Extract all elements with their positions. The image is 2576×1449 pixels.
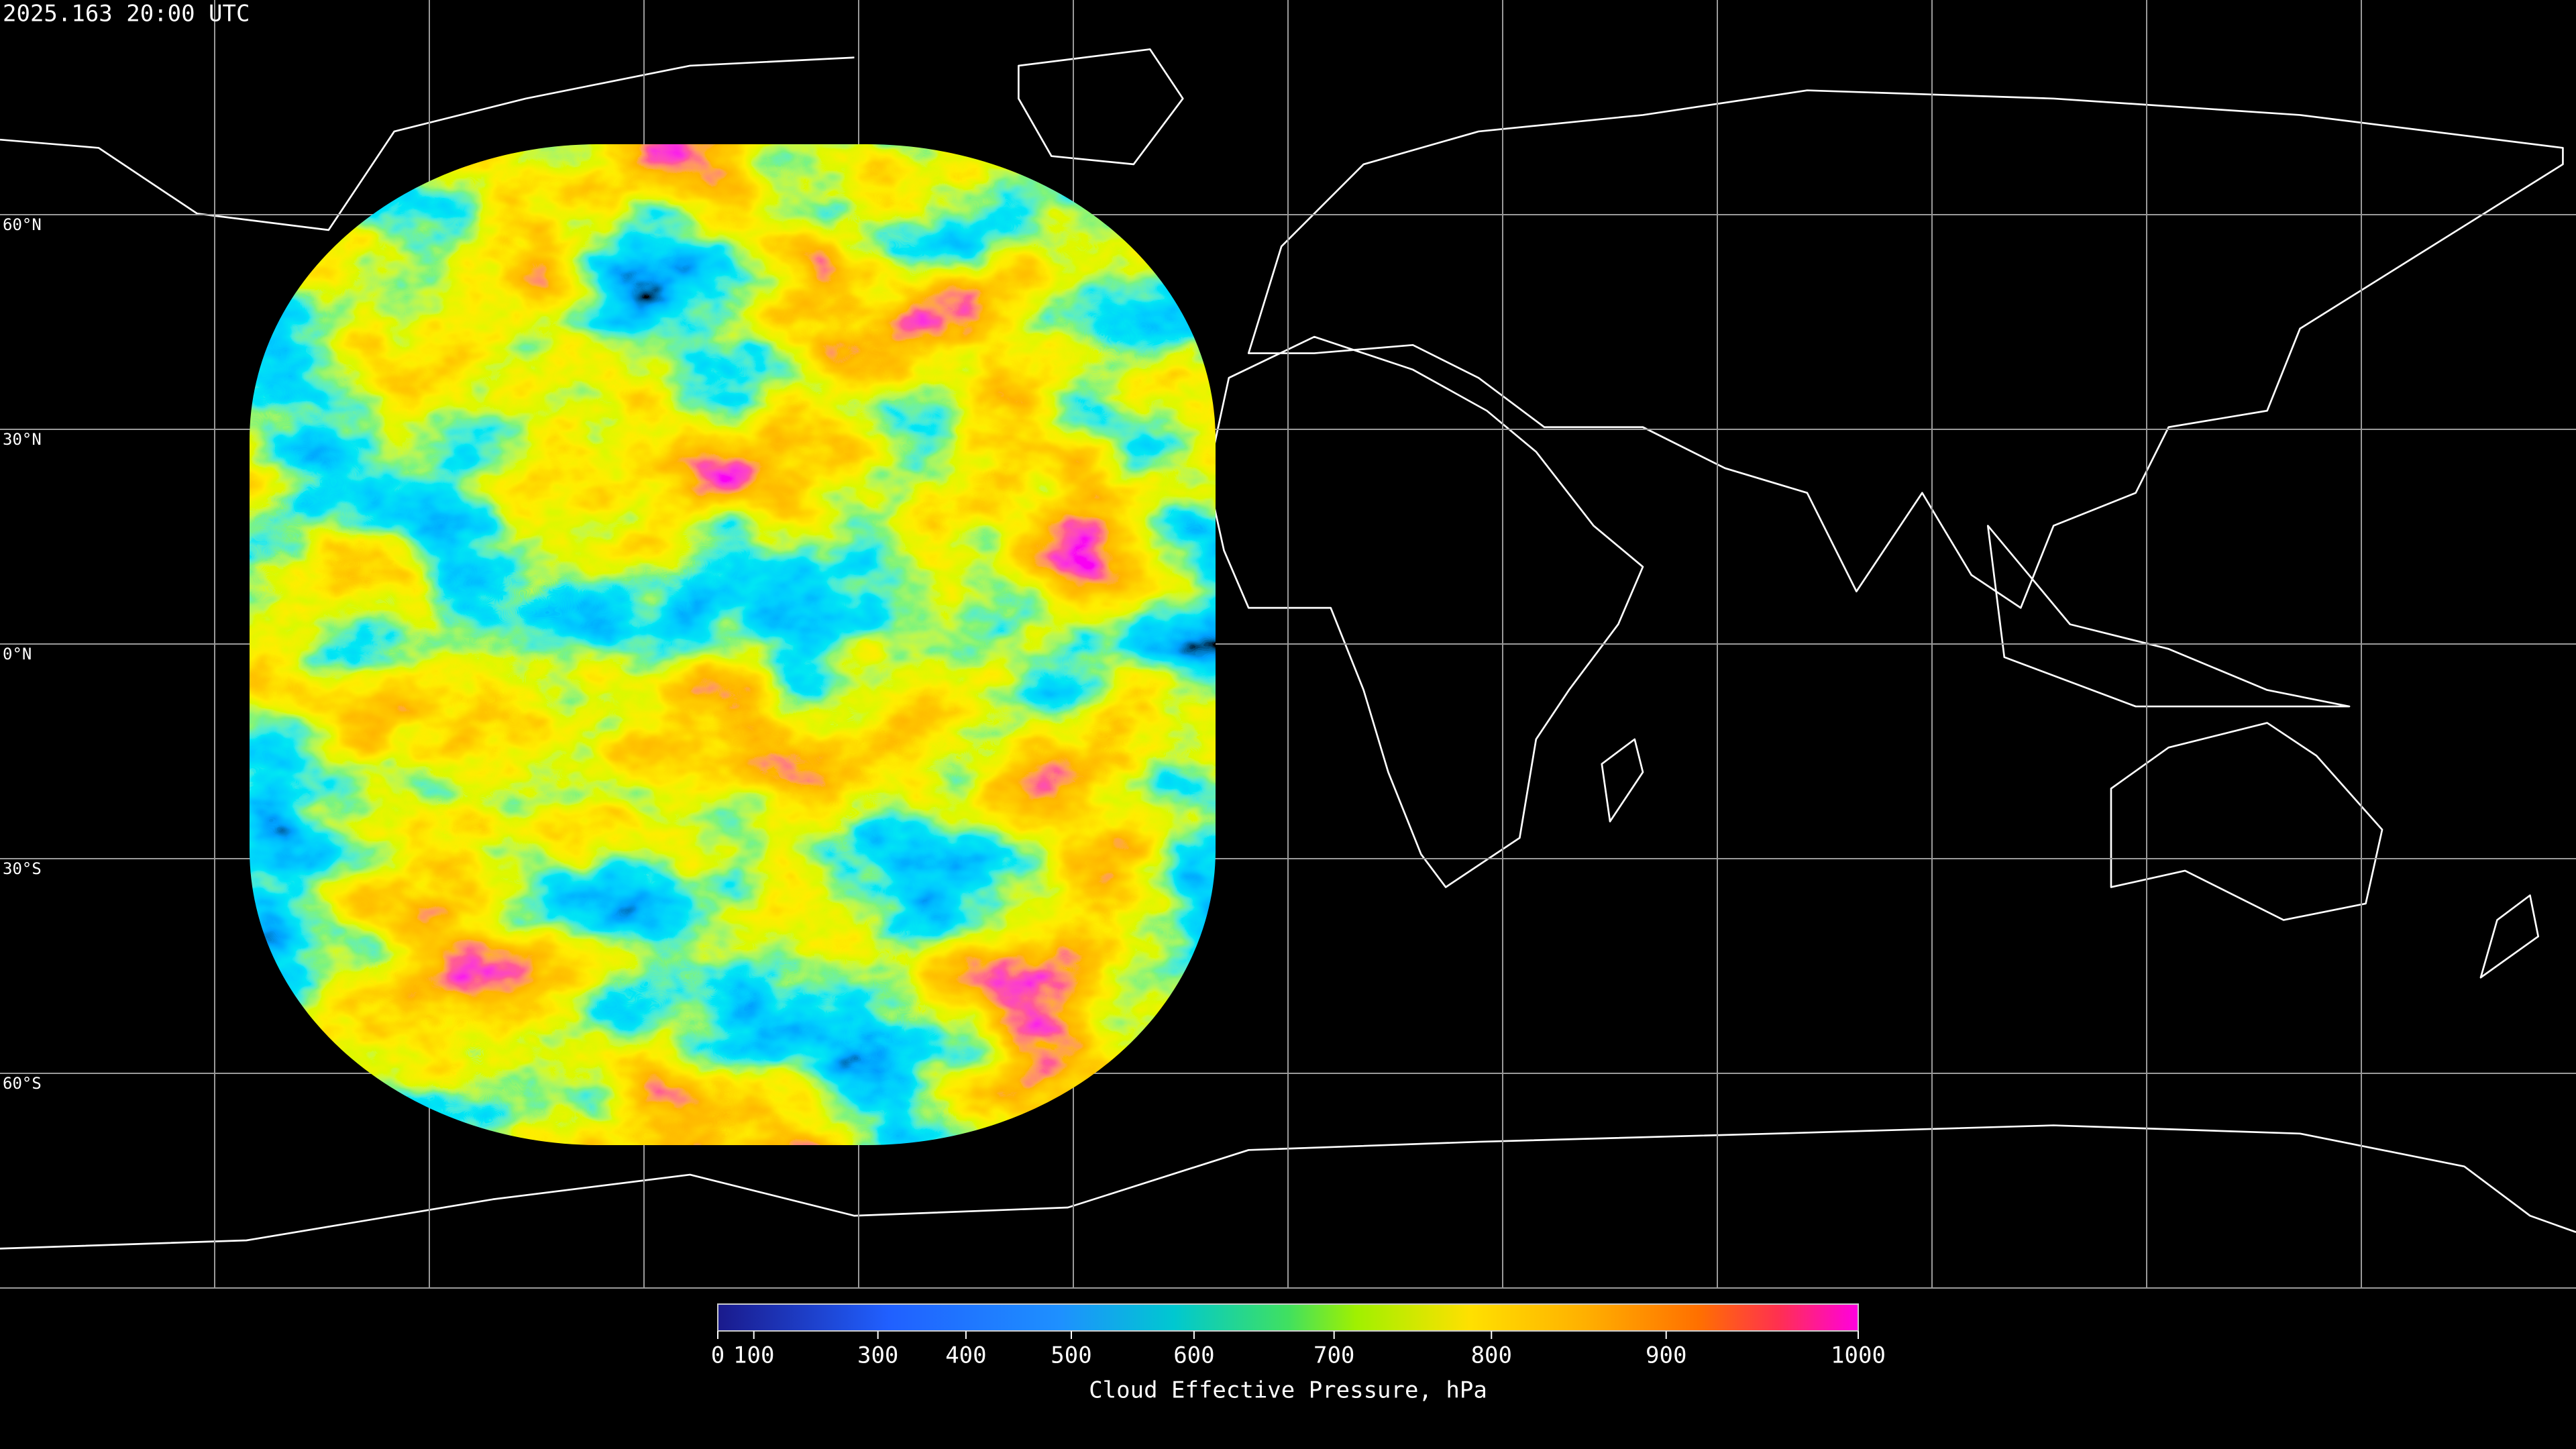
colorbar-tick-label: 300 <box>857 1342 898 1369</box>
colorbar-tick-label: 800 <box>1471 1342 1512 1369</box>
latitude-label: 60°S <box>3 1074 42 1093</box>
cloud-pressure-image <box>250 144 1216 1145</box>
colorbar-tick-label: 600 <box>1173 1342 1214 1369</box>
colorbar-tick-label: 900 <box>1646 1342 1686 1369</box>
coastlines <box>0 48 2576 1250</box>
colorbar-tick-label: 700 <box>1313 1342 1354 1369</box>
colorbar-tick-label: 100 <box>733 1342 774 1369</box>
latitude-label: 60°N <box>3 215 42 234</box>
colorbar-tick-label: 500 <box>1051 1342 1091 1369</box>
colorbar <box>717 1303 1859 1332</box>
latitude-label: 30°S <box>3 859 42 878</box>
colorbar-tick-label: 1000 <box>1831 1342 1886 1369</box>
latitude-label: 0°N <box>3 645 32 663</box>
latitude-label: 30°N <box>3 430 42 449</box>
colorbar-tick-label: 0 <box>711 1342 724 1369</box>
colorbar-tick-label: 400 <box>945 1342 986 1369</box>
timestamp: 2025.163 20:00 UTC <box>3 1 250 28</box>
colorbar-title: Cloud Effective Pressure, hPa <box>1089 1377 1487 1404</box>
